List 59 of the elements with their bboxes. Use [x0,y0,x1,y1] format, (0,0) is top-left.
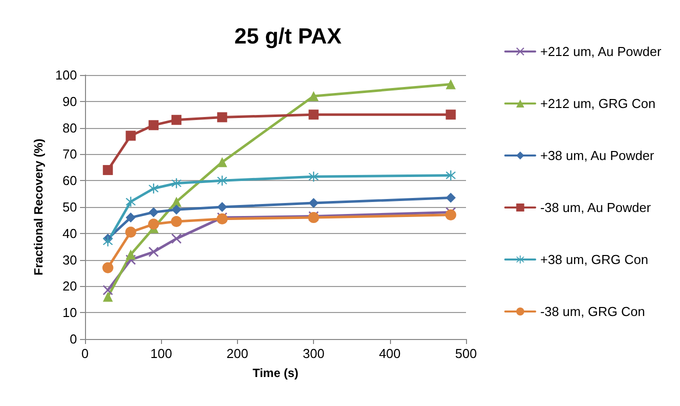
x-tick-label: 500 [455,346,477,361]
y-tick-label: 70 [62,146,77,162]
point [171,234,182,244]
point [148,246,159,257]
point [446,110,456,120]
point [217,176,228,186]
y-tick-label: 30 [62,252,77,268]
point [148,184,159,194]
point [148,207,159,218]
y-tick-label: 50 [62,200,77,214]
x-tick-label: 400 [378,346,401,361]
point [126,212,136,223]
x-tick-label: 0 [81,346,89,361]
point [217,157,228,168]
y-axis-title: Fractional Recovery (%) [31,138,46,276]
point [125,226,136,238]
legend-label: -38 um, GRG Con [540,304,645,319]
legend-label: +212 um, GRG Con [540,96,656,111]
point [171,204,182,215]
point [148,120,159,130]
legend-label: +212 um, Au Powder [540,44,662,59]
x-axis-title: Time (s) [252,366,298,380]
point [102,165,113,176]
point [126,130,136,141]
point [308,110,319,120]
y-tick-label: 60 [62,173,77,188]
y-tick-label: 10 [62,305,77,320]
legend-label: +38 um, GRG Con [540,252,648,267]
point [102,236,113,246]
point [126,196,136,207]
point [102,262,114,274]
x-tick-label: 300 [302,346,324,361]
x-tick-label: 200 [226,346,248,361]
point [126,250,136,260]
point [102,292,113,302]
y-tick-label: 100 [55,68,77,82]
point [217,202,228,212]
point [308,91,319,102]
point [217,112,228,122]
point [102,285,113,296]
y-tick-label: 80 [62,120,77,136]
point [445,209,456,220]
point [446,170,456,180]
y-tick-label: 20 [62,278,77,294]
point [446,79,456,90]
point [148,218,160,230]
y-tick-label: 90 [62,94,77,109]
point [171,178,182,188]
y-tick-label: 40 [62,226,77,241]
y-tick-label: 0 [70,332,77,346]
point [308,172,319,182]
legend-label: +38 um, Au Powder [540,148,655,163]
point [171,114,182,125]
chart-title: 25 g/t PAX [234,24,342,48]
point [308,198,319,208]
point [446,192,456,203]
legend-label: -38 um, Au Powder [540,200,652,215]
point [170,216,182,228]
x-tick-label: 100 [150,346,172,361]
